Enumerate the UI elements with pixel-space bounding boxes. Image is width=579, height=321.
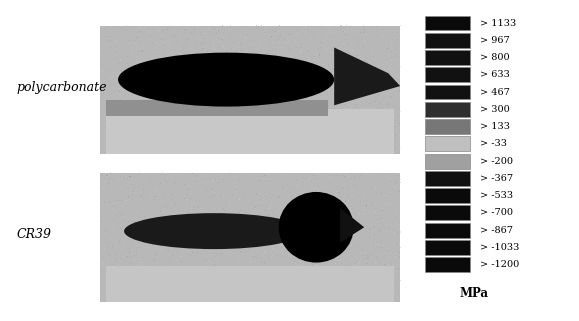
Text: > -367: > -367 bbox=[480, 174, 513, 183]
Bar bbox=[425, 188, 470, 203]
Text: > 133: > 133 bbox=[480, 122, 510, 131]
Polygon shape bbox=[334, 48, 400, 105]
Bar bbox=[425, 119, 470, 134]
Text: MPa: MPa bbox=[459, 287, 488, 300]
Bar bbox=[425, 85, 470, 100]
Bar bbox=[425, 102, 470, 117]
Polygon shape bbox=[340, 208, 364, 243]
Text: > -200: > -200 bbox=[480, 157, 513, 166]
Bar bbox=[100, 26, 400, 154]
Bar bbox=[425, 257, 470, 272]
Text: > -867: > -867 bbox=[480, 226, 513, 235]
Bar bbox=[425, 171, 470, 186]
Text: > -33: > -33 bbox=[480, 139, 507, 148]
Ellipse shape bbox=[278, 192, 354, 263]
Bar bbox=[425, 50, 470, 65]
Bar bbox=[425, 67, 470, 82]
Bar bbox=[106, 109, 394, 154]
Text: > -1200: > -1200 bbox=[480, 260, 519, 269]
Text: > -700: > -700 bbox=[480, 208, 513, 217]
Bar bbox=[425, 154, 470, 169]
Text: CR39: CR39 bbox=[17, 229, 52, 241]
Text: > 300: > 300 bbox=[480, 105, 510, 114]
Bar bbox=[425, 33, 470, 48]
Bar bbox=[425, 223, 470, 238]
Bar bbox=[425, 205, 470, 220]
Bar bbox=[106, 266, 394, 302]
Bar bbox=[425, 240, 470, 255]
Text: > -533: > -533 bbox=[480, 191, 513, 200]
Ellipse shape bbox=[124, 213, 304, 249]
Text: > 800: > 800 bbox=[480, 53, 510, 62]
Text: > 467: > 467 bbox=[480, 88, 510, 97]
Bar bbox=[425, 16, 470, 30]
Ellipse shape bbox=[118, 53, 334, 107]
Text: > -1033: > -1033 bbox=[480, 243, 519, 252]
Text: > 967: > 967 bbox=[480, 36, 510, 45]
Bar bbox=[100, 173, 400, 302]
Bar bbox=[106, 100, 328, 116]
Text: > 633: > 633 bbox=[480, 70, 510, 79]
Bar bbox=[425, 136, 470, 151]
Text: > 1133: > 1133 bbox=[480, 19, 516, 28]
Text: polycarbonate: polycarbonate bbox=[17, 81, 107, 94]
